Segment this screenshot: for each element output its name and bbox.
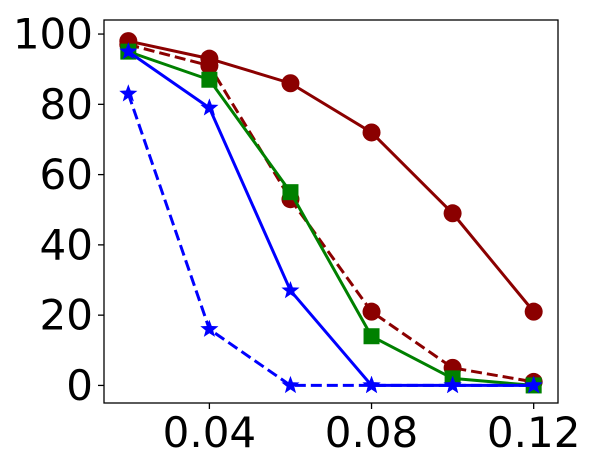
y-tick-label: 100	[13, 10, 93, 59]
series-5-point-5	[443, 375, 462, 394]
y-tick-label: 20	[40, 291, 93, 340]
series-2-point-2	[200, 56, 219, 75]
series-2-point-4	[362, 302, 381, 321]
series-4-point-3	[281, 281, 300, 299]
series-1-line	[128, 39, 535, 313]
x-tick-label: 0.08	[325, 408, 419, 457]
series-4-point-2	[200, 98, 219, 116]
y-tick-label: 60	[40, 150, 93, 199]
series-3-point-4	[363, 328, 380, 345]
series-5-point-3	[281, 375, 300, 394]
series-1-point-5	[443, 204, 462, 223]
series-3-point-2	[201, 71, 218, 88]
series-5-point-1	[119, 84, 138, 102]
axes-layer: 0 20 40 60 80 100 0.04 0.08 0.12	[13, 10, 581, 457]
series-3-line	[127, 50, 534, 387]
series-5-point-4	[362, 375, 381, 394]
series-5	[119, 84, 543, 394]
series-layer	[119, 32, 543, 394]
series-2-line	[127, 43, 534, 384]
y-tick-label: 40	[40, 220, 93, 269]
series-4-line	[127, 50, 534, 387]
series-5-point-6	[524, 375, 543, 394]
series-5-line	[126, 93, 534, 387]
axes-frame	[103, 19, 559, 404]
series-1-point-3	[281, 74, 300, 93]
series-1-point-6	[524, 302, 543, 321]
series-3-point-3	[282, 184, 299, 201]
x-tick-label: 0.04	[163, 408, 257, 457]
y-tick-label: 80	[40, 80, 93, 129]
series-1-point-4	[362, 123, 381, 142]
series-5-point-2	[200, 319, 219, 337]
x-tick-label: 0.12	[487, 408, 581, 457]
series-4-point-1	[119, 42, 138, 60]
y-tick-label: 0	[66, 361, 93, 410]
